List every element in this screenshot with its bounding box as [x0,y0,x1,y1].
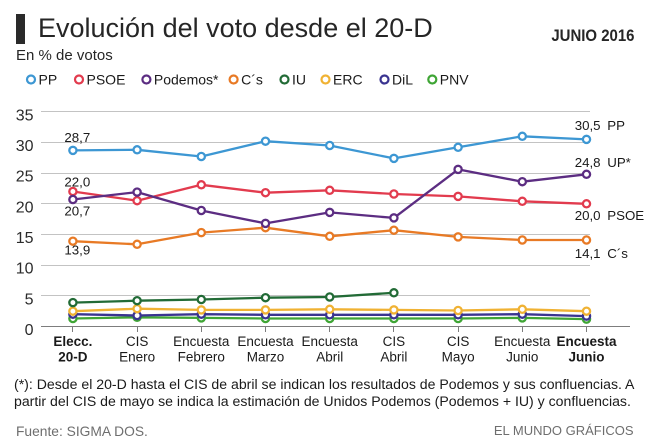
svg-text:Abril: Abril [316,350,343,365]
svg-text:20-D: 20-D [58,350,88,365]
svg-text:PNV: PNV [440,72,469,88]
svg-text:IU: IU [292,72,306,88]
svg-text:Encuesta: Encuesta [237,334,294,349]
svg-text:Podemos*: Podemos* [154,72,219,88]
svg-text:28,7: 28,7 [64,130,90,145]
svg-text:30,5 PP: 30,5 PP [575,118,625,133]
svg-text:Encuesta: Encuesta [556,334,617,349]
svg-text:13,9: 13,9 [64,242,90,257]
svg-text:PSOE: PSOE [87,72,126,88]
svg-text:20: 20 [16,199,34,216]
svg-text:Elecc.: Elecc. [53,334,92,349]
svg-text:10: 10 [16,261,34,278]
svg-text:CIS: CIS [447,334,470,349]
svg-text:25: 25 [16,169,34,186]
svg-text:CIS: CIS [383,334,406,349]
svg-text:DiL: DiL [392,72,413,88]
svg-text:PP: PP [39,72,58,88]
svg-text:Encuesta: Encuesta [302,334,359,349]
svg-text:0: 0 [25,322,34,339]
svg-text:5: 5 [25,291,34,308]
svg-text:Encuesta: Encuesta [173,334,230,349]
svg-text:Junio: Junio [506,350,538,365]
svg-text:22,0: 22,0 [64,175,90,190]
svg-text:ERC: ERC [333,72,363,88]
svg-text:CIS: CIS [126,334,149,349]
svg-text:Enero: Enero [119,350,155,365]
svg-text:Marzo: Marzo [247,350,285,365]
svg-text:15: 15 [16,230,34,247]
svg-text:30: 30 [16,138,34,155]
svg-text:Febrero: Febrero [178,350,225,365]
svg-text:20,7: 20,7 [64,203,90,218]
svg-text:Junio: Junio [569,350,605,365]
svg-text:20,0 PSOE: 20,0 PSOE [575,208,645,223]
svg-text:24,8 UP*: 24,8 UP* [575,155,631,170]
svg-text:Abril: Abril [380,350,407,365]
svg-text:35: 35 [16,107,34,124]
svg-text:Mayo: Mayo [442,350,475,365]
svg-text:14,1 C´s: 14,1 C´s [575,246,629,261]
svg-text:C´s: C´s [241,72,263,88]
svg-text:Encuesta: Encuesta [494,334,551,349]
